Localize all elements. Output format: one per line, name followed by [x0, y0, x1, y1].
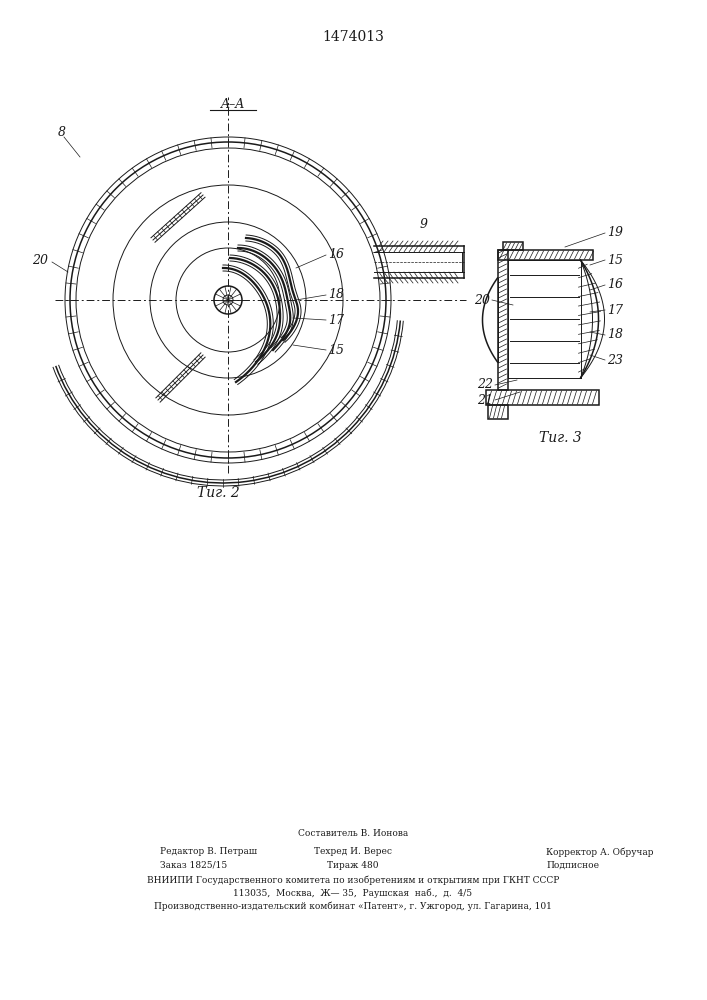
Text: Составитель В. Ионова: Составитель В. Ионова	[298, 830, 408, 838]
Text: Заказ 1825/15: Заказ 1825/15	[160, 860, 227, 869]
Text: 22: 22	[477, 378, 493, 391]
Text: 8: 8	[58, 125, 66, 138]
Text: 16: 16	[607, 278, 623, 292]
Text: 21: 21	[477, 393, 493, 406]
Bar	[498, 250, 592, 260]
Text: 15: 15	[328, 344, 344, 357]
Text: 18: 18	[328, 288, 344, 302]
Text: 20: 20	[474, 294, 490, 306]
Bar	[503, 242, 522, 250]
Text: 16: 16	[328, 248, 344, 261]
Text: Τиг. 2: Τиг. 2	[197, 486, 240, 500]
Text: 20: 20	[32, 253, 48, 266]
Text: 17: 17	[328, 314, 344, 326]
Text: A–A: A–A	[221, 98, 245, 110]
Text: 19: 19	[607, 227, 623, 239]
Text: Тираж 480: Тираж 480	[327, 860, 379, 869]
Text: 113035,  Москва,  Ж— 35,  Раушская  наб.,  д.  4/5: 113035, Москва, Ж— 35, Раушская наб., д.…	[233, 888, 472, 898]
Bar	[498, 250, 508, 390]
Bar	[488, 405, 508, 419]
Text: 15: 15	[607, 253, 623, 266]
Text: 18: 18	[607, 328, 623, 342]
Text: Производственно-издательский комбинат «Патент», г. Ужгород, ул. Гагарина, 101: Производственно-издательский комбинат «П…	[154, 901, 552, 911]
Bar	[486, 390, 599, 405]
Text: Корректор А. Обручар: Корректор А. Обручар	[546, 847, 653, 857]
Text: ВНИИПИ Государственного комитета по изобретениям и открытиям при ГКНТ СССР: ВНИИПИ Государственного комитета по изоб…	[147, 875, 559, 885]
Text: 23: 23	[607, 354, 623, 366]
Text: 17: 17	[607, 304, 623, 316]
Text: Τиг. 3: Τиг. 3	[539, 431, 581, 445]
Text: Подписное: Подписное	[546, 860, 599, 869]
Text: Техред И. Верес: Техред И. Верес	[314, 848, 392, 856]
Text: 1474013: 1474013	[322, 30, 384, 44]
Text: 9: 9	[420, 218, 428, 231]
Text: Редактор В. Петраш: Редактор В. Петраш	[160, 848, 257, 856]
